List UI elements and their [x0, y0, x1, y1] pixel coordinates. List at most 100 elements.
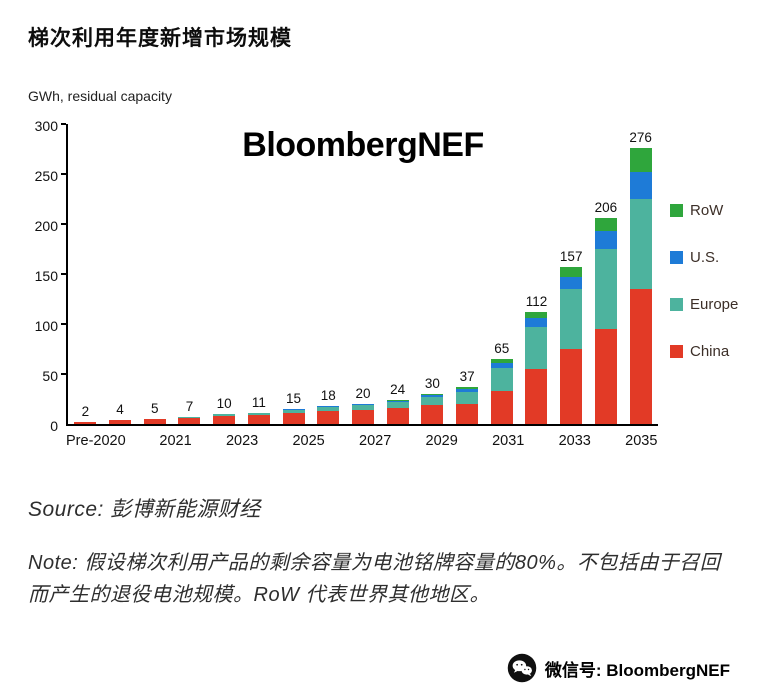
- y-tick-mark: [61, 323, 66, 325]
- y-tick-label: 200: [34, 218, 58, 234]
- legend-item-china: China: [670, 343, 738, 360]
- bar-segment-us: [351, 404, 374, 405]
- bar-total-label: 2: [81, 404, 90, 419]
- bar-segment-china: [629, 289, 652, 424]
- bar-group-2025: 15: [276, 124, 311, 424]
- bar-segment-china: [317, 411, 340, 424]
- bar: [317, 406, 340, 424]
- legend-item-row: RoW: [670, 202, 738, 219]
- bar-segment-row: [421, 394, 444, 395]
- y-tick-mark: [61, 273, 66, 275]
- bar-total-label: 37: [459, 369, 475, 384]
- bar: [109, 420, 132, 424]
- x-axis: Pre-2020 2021 2023 2025 2027 2029 2031 2033 2035: [66, 433, 658, 449]
- y-tick-label: 250: [34, 168, 58, 184]
- x-tick-label: 2029: [425, 433, 458, 449]
- bar-group-2029: 30: [415, 124, 450, 424]
- legend-swatch: [670, 345, 683, 358]
- bar-total-label: 157: [559, 249, 583, 264]
- bar-segment-china: [178, 418, 201, 424]
- bar-segment-row: [386, 400, 409, 401]
- bar-segment-us: [525, 318, 548, 327]
- bar-total-label: 10: [216, 396, 232, 411]
- bar-segment-china: [282, 413, 305, 424]
- bar: [525, 312, 548, 424]
- x-tick-label: 2035: [625, 433, 658, 449]
- bar-segment-row: [456, 387, 479, 389]
- bar: [560, 267, 583, 424]
- bar-segment-europe: [317, 407, 340, 411]
- bar-segment-china: [386, 408, 409, 424]
- bar-segment-us: [594, 231, 617, 249]
- bar: [386, 400, 409, 424]
- bar-segment-china: [421, 405, 444, 424]
- bar-segment-europe: [351, 405, 374, 410]
- bar-total-label: 112: [525, 294, 548, 309]
- bar-total-label: 15: [286, 391, 302, 406]
- bar-total-label: 276: [629, 130, 652, 145]
- bar-group-2023: 10: [207, 124, 242, 424]
- x-tick-label: [259, 433, 292, 449]
- y-tick-label: 50: [42, 368, 58, 384]
- bar-group-2027: 20: [346, 124, 381, 424]
- legend-label: China: [690, 343, 730, 360]
- bar-group-2035: 276: [623, 124, 658, 424]
- x-tick-label: [458, 433, 491, 449]
- bar-group-2033: 157: [554, 124, 589, 424]
- legend-swatch: [670, 204, 683, 217]
- x-tick-label: Pre-2020: [66, 433, 126, 449]
- bar-total-label: 5: [151, 401, 159, 416]
- wechat-label: 微信号: BloombergNEF: [544, 660, 730, 680]
- bar-segment-us: [490, 363, 513, 368]
- y-tick-label: 0: [50, 418, 58, 434]
- bar-total-label: 24: [390, 382, 406, 397]
- bar-segment-us: [386, 401, 409, 402]
- x-tick-label: 2023: [225, 433, 259, 449]
- legend: RoW U.S. Europe China: [658, 124, 738, 360]
- bar-group-2022: 7: [172, 124, 207, 424]
- bar-segment-row: [629, 148, 652, 172]
- bar-segment-china: [456, 404, 479, 424]
- bar-segment-europe: [490, 368, 513, 391]
- axis-unit-label: GWh, residual capacity: [28, 88, 172, 104]
- legend-item-europe: Europe: [670, 296, 738, 313]
- bar-segment-us: [629, 172, 652, 199]
- bar-group-2031: 65: [484, 124, 519, 424]
- bar-segment-row: [560, 267, 583, 277]
- watermark: BloombergNEF: [242, 126, 484, 164]
- bar-segment-europe: [178, 417, 201, 418]
- bar-segment-europe: [247, 413, 270, 415]
- bar: [456, 387, 479, 424]
- bar-segment-china: [490, 391, 513, 424]
- bar: [594, 218, 617, 424]
- x-tick-label: [525, 433, 558, 449]
- page-title: 梯次利用年度新增市场规模: [28, 27, 292, 50]
- y-tick-label: 150: [34, 268, 58, 284]
- bar: [143, 419, 166, 424]
- x-tick-label: [325, 433, 358, 449]
- bar-total-label: 18: [320, 388, 336, 403]
- bar-segment-us: [421, 395, 444, 397]
- legend-label: U.S.: [690, 249, 720, 266]
- legend-swatch: [670, 251, 683, 264]
- bar-segment-row: [490, 359, 513, 363]
- bar: [351, 404, 374, 424]
- bar-total-label: 20: [355, 386, 371, 401]
- bar-group-2024: 11: [242, 124, 277, 424]
- legend-label: Europe: [690, 296, 739, 313]
- bar-segment-europe: [525, 327, 548, 369]
- x-tick-label: [126, 433, 159, 449]
- bar-group-2034: 206: [589, 124, 624, 424]
- wechat-footer: 微信号: BloombergNEF: [507, 653, 730, 683]
- legend-swatch: [670, 298, 683, 311]
- y-tick-mark: [61, 223, 66, 225]
- bar-segment-row: [525, 312, 548, 318]
- bar-segment-china: [109, 420, 132, 424]
- bar: [178, 417, 201, 424]
- x-tick-label: 2031: [492, 433, 525, 449]
- bar: [247, 413, 270, 424]
- plot-area: BloombergNEF 2 4 5 7 10 11 15 18 20 24 30 37 65 112 15…: [61, 123, 658, 426]
- bar-group-2020: 4: [103, 124, 138, 424]
- plot-wrap: BloombergNEF 2 4 5 7 10 11 15 18 20 24 30 37 65 112 15…: [61, 123, 658, 449]
- bar-total-label: 65: [494, 341, 510, 356]
